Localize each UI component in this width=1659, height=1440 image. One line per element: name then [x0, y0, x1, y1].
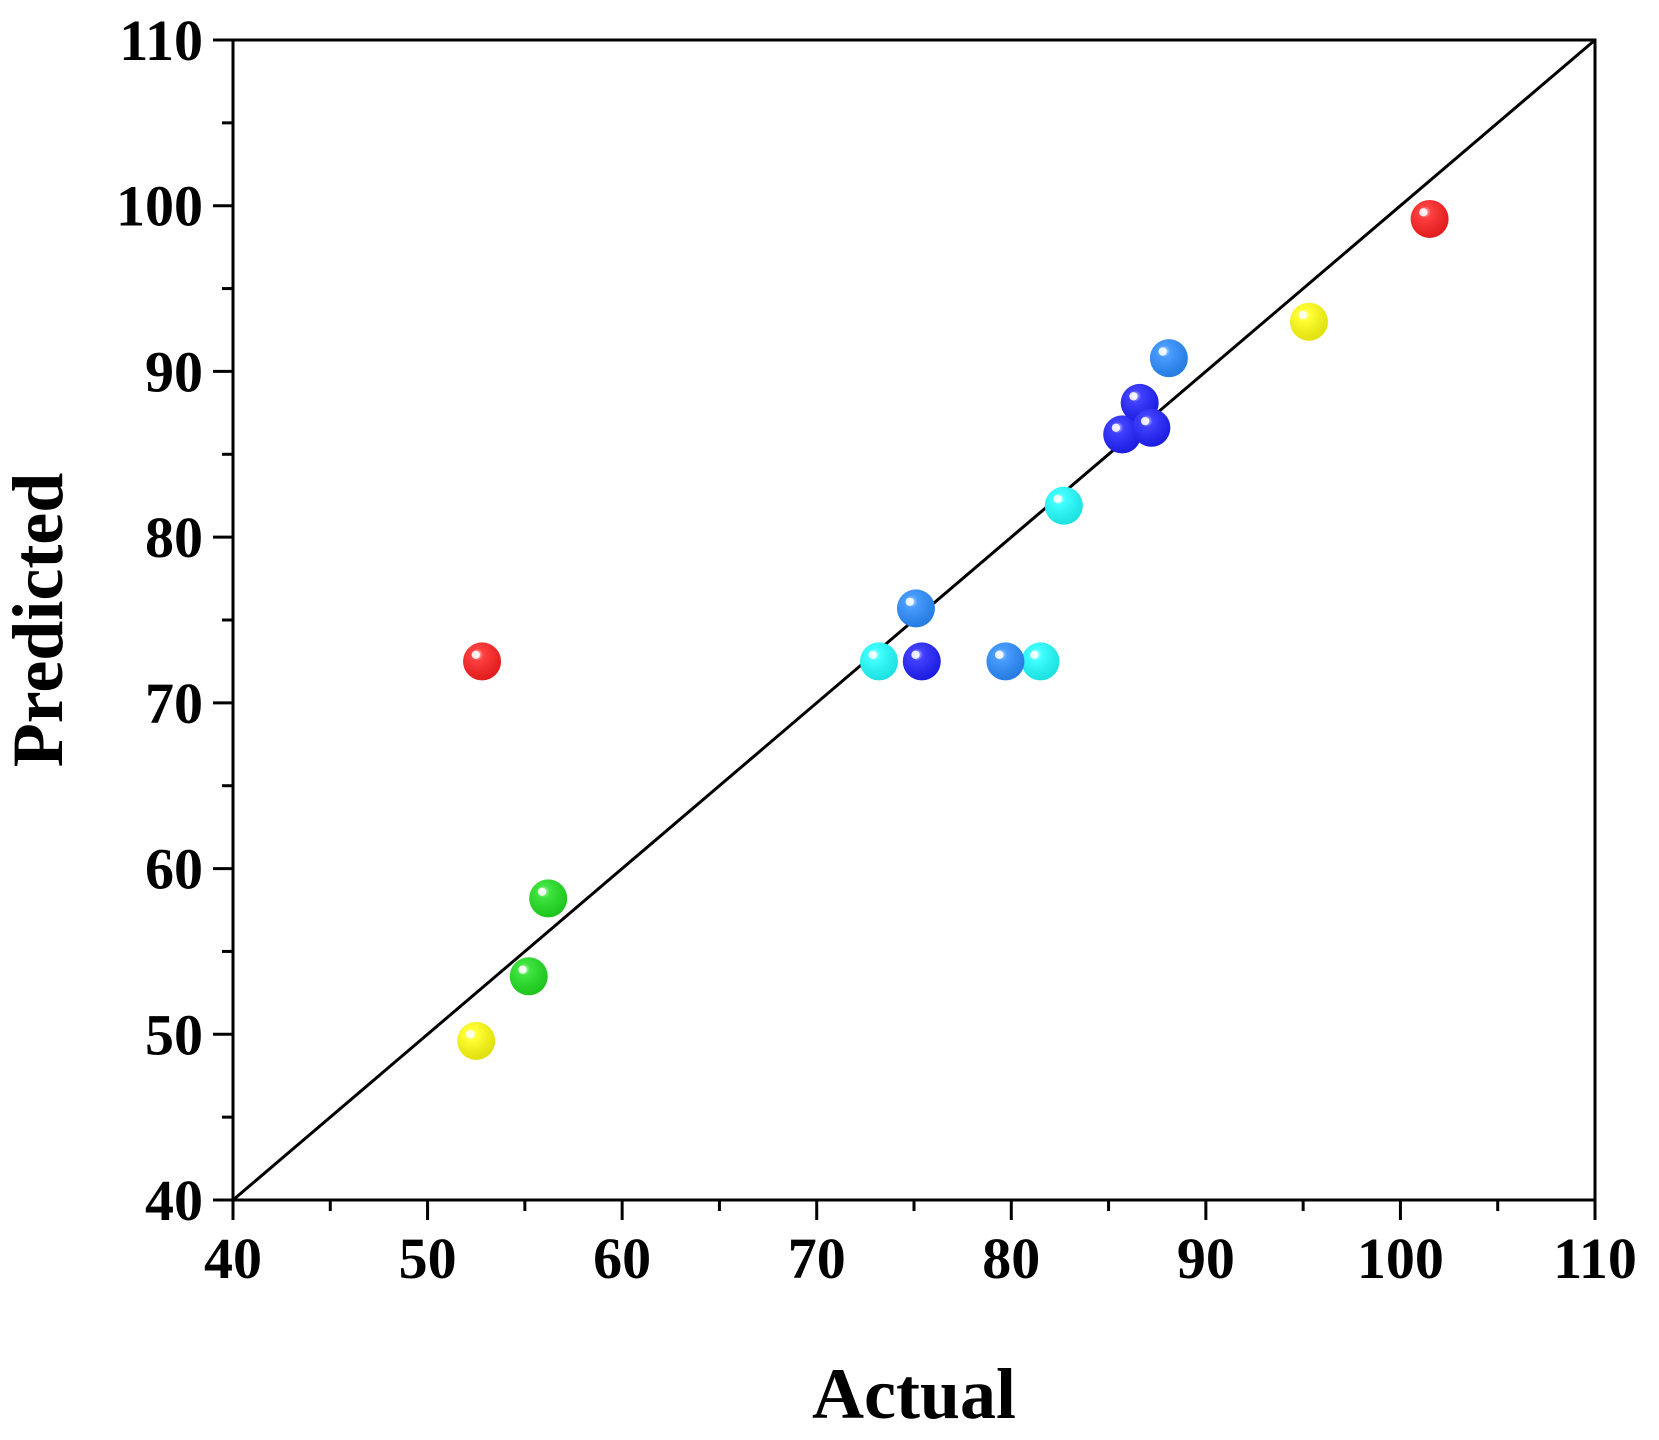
data-point — [986, 642, 1025, 681]
data-point — [902, 642, 941, 681]
data-point — [1132, 408, 1171, 447]
y-tick-label: 60 — [145, 837, 203, 902]
data-point — [1021, 642, 1060, 681]
y-tick-label: 40 — [145, 1168, 203, 1233]
data-point — [1410, 199, 1449, 238]
y-tick-label: 90 — [145, 339, 203, 404]
y-tick-label: 50 — [145, 1002, 203, 1067]
data-point — [509, 957, 548, 996]
x-tick-label: 100 — [1357, 1226, 1444, 1291]
data-point — [1149, 339, 1188, 378]
data-point — [1103, 415, 1142, 454]
y-tick-label: 110 — [119, 8, 203, 73]
data-point — [1289, 302, 1328, 341]
x-tick-label: 70 — [788, 1226, 846, 1291]
y-tick-label: 100 — [116, 174, 203, 239]
x-tick-label: 80 — [982, 1226, 1040, 1291]
data-point — [529, 879, 568, 918]
data-point — [457, 1021, 496, 1060]
data-point — [463, 642, 502, 681]
y-tick-label: 80 — [145, 505, 203, 570]
data-point — [859, 642, 898, 681]
x-tick-label: 110 — [1553, 1226, 1637, 1291]
x-tick-label: 50 — [399, 1226, 457, 1291]
x-tick-label: 60 — [593, 1226, 651, 1291]
y-axis-title: Predicted — [0, 473, 78, 768]
x-axis-title: Actual — [812, 1354, 1016, 1434]
x-tick-label: 40 — [204, 1226, 262, 1291]
data-point — [1044, 486, 1083, 525]
x-tick-label: 90 — [1177, 1226, 1235, 1291]
y-tick-label: 70 — [145, 671, 203, 736]
data-point — [896, 589, 935, 628]
